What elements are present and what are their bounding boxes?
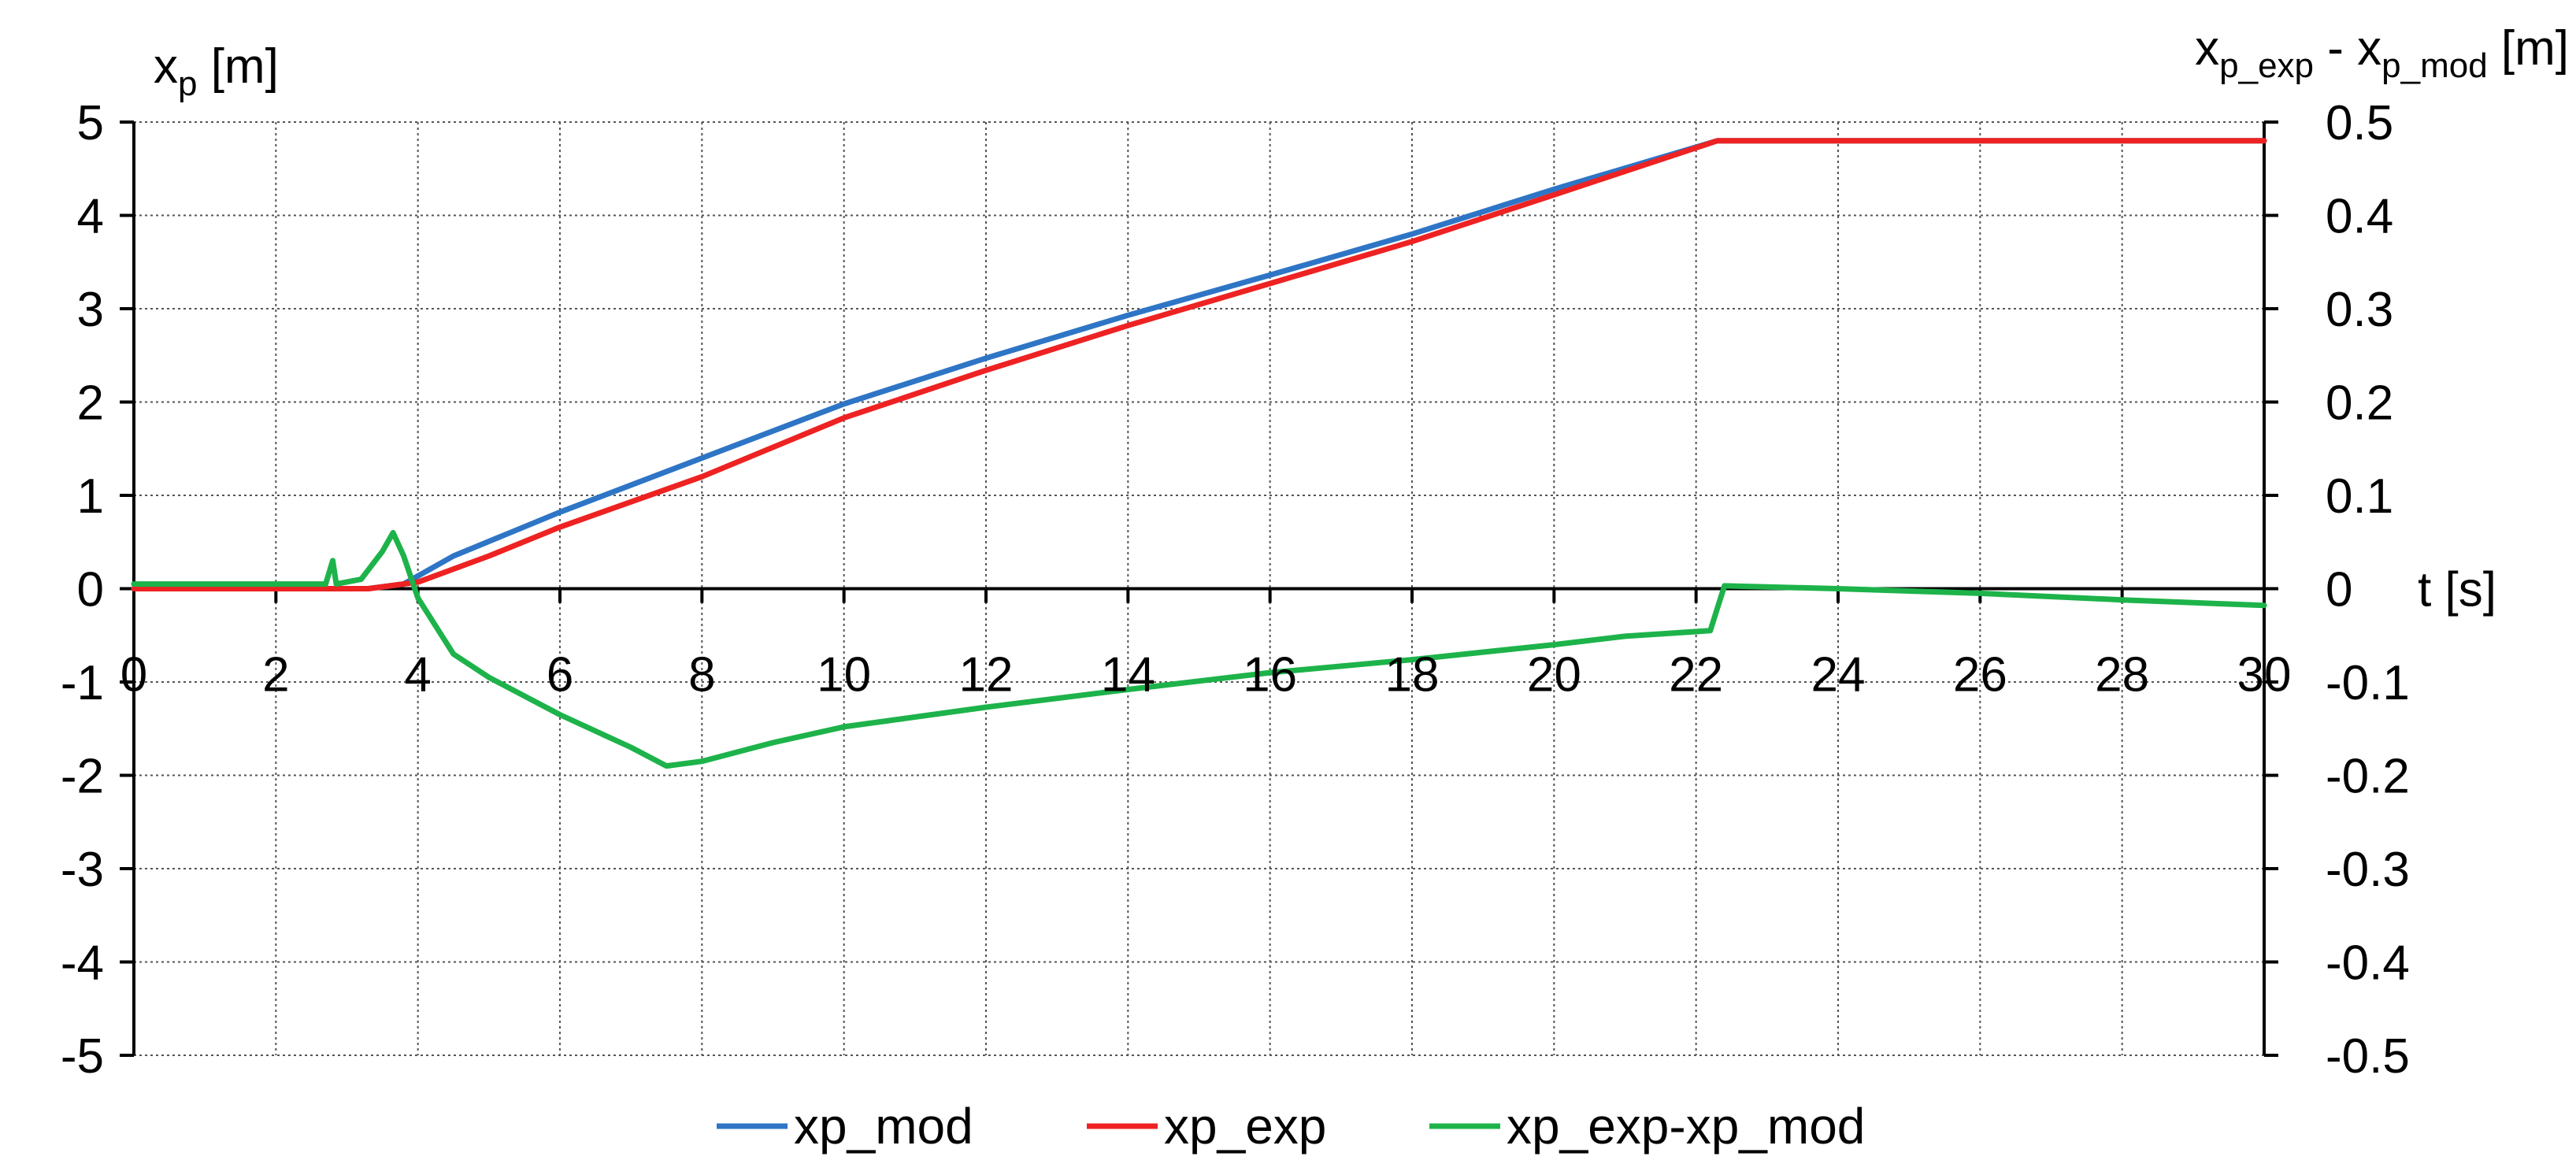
y-left-tick-label: -3: [61, 843, 104, 897]
y-right-tick-label: -0.5: [2326, 1029, 2410, 1084]
y-right-tick-label: 0: [2326, 563, 2352, 617]
y-right-tick-label: -0.3: [2326, 843, 2410, 897]
y-right-tick-label: 0.1: [2326, 469, 2393, 524]
y-left-tick-label: 2: [77, 376, 104, 431]
y-left-tick-label: -2: [61, 750, 104, 804]
x-tick-label: 2: [262, 648, 289, 702]
y-right-tick-label: 0.4: [2326, 190, 2393, 244]
tick-labels: 543210-1-2-3-4-50.50.40.30.20.10-0.1-0.2…: [61, 96, 2410, 1084]
legend: xp_mod xp_exp xp_exp-xp_mod: [717, 1098, 1865, 1155]
y-right-axis-title: xp_exp - xp_mod [m]: [2195, 21, 2569, 85]
y-left-tick-label: 3: [77, 283, 104, 337]
x-tick-label: 4: [404, 648, 431, 702]
x-tick-label: 12: [959, 648, 1014, 702]
x-tick-label: 24: [1811, 648, 1866, 702]
series-layer: [131, 138, 2267, 769]
x-tick-label: 0: [120, 648, 147, 702]
x-tick-label: 22: [1669, 648, 1723, 702]
axes: [120, 120, 2278, 1057]
y-right-tick-label: 0.3: [2326, 283, 2393, 337]
y-left-axis-title: xp [m]: [154, 39, 279, 103]
y-left-tick-label: -1: [61, 656, 104, 710]
y-right-tick-label: 0.5: [2326, 96, 2393, 150]
y-right-tick-label: -0.4: [2326, 936, 2410, 991]
y-left-tick-label: -5: [61, 1029, 104, 1084]
x-tick-label: 14: [1101, 648, 1155, 702]
axis-titles: xp [m] xp_exp - xp_mod [m] t [s]: [154, 21, 2569, 617]
x-tick-label: 28: [2095, 648, 2149, 702]
x-axis-title: t [s]: [2418, 563, 2496, 617]
y-right-tick-label: -0.2: [2326, 750, 2410, 804]
x-tick-label: 10: [817, 648, 871, 702]
x-tick-label: 18: [1385, 648, 1440, 702]
y-left-tick-label: -4: [61, 936, 104, 991]
series-line-xp_exp: [131, 138, 2267, 591]
y-right-tick-label: 0.2: [2326, 376, 2393, 431]
y-right-tick-label: -0.1: [2326, 656, 2410, 710]
legend-label-xp_exp: xp_exp: [1164, 1098, 1326, 1155]
x-tick-label: 8: [688, 648, 715, 702]
y-left-tick-label: 0: [77, 563, 104, 617]
legend-label-xp_exp-xp_mod: xp_exp-xp_mod: [1507, 1098, 1865, 1155]
y-left-tick-label: 1: [77, 469, 104, 524]
y-left-tick-label: 4: [77, 190, 104, 244]
x-tick-label: 26: [1953, 648, 2007, 702]
x-tick-label: 16: [1243, 648, 1297, 702]
x-tick-label: 6: [547, 648, 573, 702]
series-line-xp_exp-xp_mod: [131, 529, 2267, 769]
x-tick-label: 20: [1527, 648, 1581, 702]
x-tick-label: 30: [2237, 648, 2292, 702]
y-left-tick-label: 5: [77, 96, 104, 150]
legend-label-xp_mod: xp_mod: [794, 1098, 973, 1155]
series-line-xp_mod: [131, 138, 2267, 591]
